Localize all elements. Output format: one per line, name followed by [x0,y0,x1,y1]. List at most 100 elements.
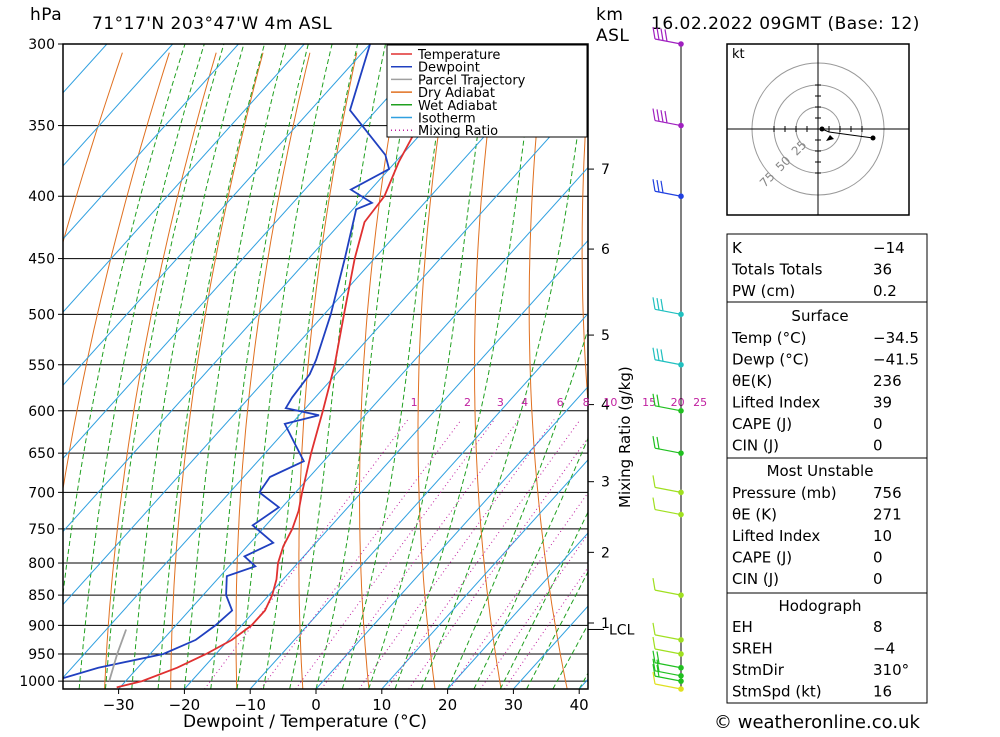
param-label: StmDir [732,661,785,679]
storm-motion-marker [826,135,834,141]
wind-barb-shaft [654,675,682,682]
temperature-tick-label: −20 [169,696,201,714]
temperature-axis: −30 −20 −10 0 10 20 30 40 [103,689,589,714]
isotherm-line [63,44,174,167]
section-title: Surface [791,307,848,325]
pressure-tick-label: 1000 [19,674,55,690]
temperature-tick-label: 0 [311,696,321,714]
wind-barb-feather [660,298,664,312]
wind-barb [652,671,684,692]
mixing-ratio-line [408,436,588,689]
temperature-tick-label: 40 [570,696,589,714]
legend-box [386,44,588,138]
parameter-tables: K −14 Totals Totals 36 PW (cm) 0.2 Surface Temp… [726,233,928,704]
legend-label: Mixing Ratio [418,124,498,139]
pressure-tick-label: 500 [28,307,55,323]
isotherm-line [381,459,588,689]
dry-adiabat-line [966,53,1000,689]
wind-barb-shaft [654,670,682,677]
wind-barb [652,622,684,643]
temperature-tick-label: −10 [234,696,266,714]
wind-barb [652,393,684,414]
plot-area [63,44,1000,689]
param-value: −4 [873,640,895,658]
wind-barb-feather [652,578,656,591]
wind-barb-feather [652,475,656,488]
wind-barb-shaft [654,359,682,366]
isobar-lines [63,44,588,682]
wind-barb-shaft [654,447,682,454]
location-title: 71°17'N 203°47'W 4m ASL [92,14,332,34]
isotherm-line [63,44,305,313]
wind-barb-feather [656,298,660,311]
param-label: Pressure (mb) [732,484,837,502]
km-unit-label: km [596,5,623,25]
pressure-tick-label: 900 [28,618,55,634]
mixing-ratio-label: 20 [671,396,685,409]
legend-label: Temperature [417,48,500,63]
wind-barb-feather [652,297,656,310]
wet-adiabat-line [262,44,359,689]
wind-barb-feather [652,179,656,192]
temperature-tick-label: −30 [103,696,135,714]
dry-adiabat-line [170,52,264,689]
altitude-tick-label: 5 [601,328,610,344]
param-label: θE (K) [732,506,777,524]
mixing-ratio-line [479,533,588,689]
pressure-tick-label: 550 [28,358,55,374]
param-label: Lifted Index [732,527,820,545]
param-label: Temp (°C) [731,329,806,347]
param-label: Lifted Index [732,394,820,412]
pressure-tick-label: 350 [28,119,55,135]
param-label: EH [732,618,753,636]
mixing-ratio-line [260,419,462,689]
wind-barb-feather [660,110,664,123]
mixing-ratio-line [449,491,588,689]
wind-barb [652,179,684,200]
isotherm-line [118,166,588,689]
wet-adiabat-line [368,44,492,689]
wind-barb [652,497,684,518]
param-value: 0 [873,415,883,433]
mixing-ratio-line [358,419,555,689]
wind-barb-feather [656,664,660,678]
legend-label: Parcel Trajectory [418,73,526,88]
dry-adiabat-line [473,52,502,689]
isotherm-line [447,532,588,689]
wind-barb [652,26,684,47]
wind-barb-shaft [654,405,682,412]
wind-barb [652,297,684,318]
temperature-tick-label: 20 [438,696,457,714]
wind-barb-feather [656,659,660,672]
altitude-tick-label: 1 [601,616,610,632]
mixing-ratio-label: 4 [521,396,528,409]
param-label: CIN (J) [732,437,779,455]
wind-barb-dot [678,311,684,318]
dry-adiabat-line [633,53,699,689]
isotherm-lines [63,44,588,689]
x-axis-title: Dewpoint / Temperature (°C) [183,712,427,732]
wind-barb-feather [652,26,656,40]
wind-barb-feather [652,658,656,671]
hodograph-params-box [726,592,928,704]
copyright-footer: © weatheronline.co.uk [714,712,920,733]
wind-barb-shaft [654,38,682,45]
dry-adiabat-line [235,52,311,689]
wind-barb-feather [656,27,660,40]
wind-barb [652,578,684,598]
pressure-tick-label: 300 [28,37,55,53]
hodograph-point [819,126,825,132]
pressure-unit-label: hPa [30,5,62,25]
wet-adiabat-line [63,44,186,598]
wet-adiabat-line [341,44,452,689]
altitude-tick-label: 6 [601,242,610,258]
param-label: CAPE (J) [732,549,792,567]
param-label: CIN (J) [732,570,779,588]
legend-label: Isotherm [418,112,476,127]
wind-barb [652,658,684,679]
wind-barb-shaft [654,486,682,493]
mixing-ratio-lines [204,419,588,689]
isotherm-line [315,386,588,689]
wind-barb-shaft [654,589,682,596]
wind-barb-shaft [654,508,682,516]
